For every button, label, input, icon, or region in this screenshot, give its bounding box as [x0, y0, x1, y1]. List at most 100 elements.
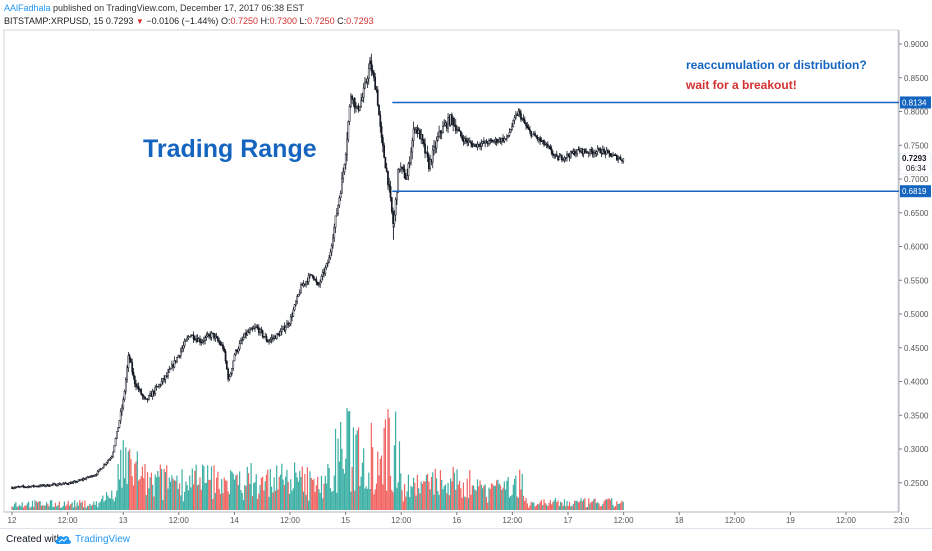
- candle-body: [546, 143, 549, 147]
- candle-body: [76, 481, 79, 483]
- candle-body: [384, 157, 387, 169]
- volume-bar: [606, 499, 608, 510]
- candle-body: [43, 484, 45, 487]
- volume-bar: [607, 498, 609, 510]
- volume-bar: [336, 492, 338, 510]
- candle-body: [306, 281, 309, 283]
- volume-bar: [401, 490, 403, 510]
- y-tick-label: 0.6500: [904, 209, 929, 218]
- candle-body: [403, 169, 406, 179]
- volume-bar: [613, 507, 615, 510]
- current-price-tag: [899, 152, 932, 175]
- volume-bar: [249, 483, 251, 510]
- candle-body: [172, 364, 174, 368]
- volume-bar: [278, 476, 280, 510]
- volume-bar: [12, 506, 14, 510]
- volume-bar: [364, 488, 366, 510]
- candle-body: [536, 137, 539, 140]
- volume-bar: [57, 505, 59, 510]
- candle-body: [503, 138, 506, 142]
- candle-body: [416, 127, 419, 134]
- candle-body: [373, 72, 375, 78]
- volume-bar: [481, 488, 484, 510]
- candle-body: [508, 132, 511, 136]
- candle-body: [46, 484, 49, 487]
- candle-body: [461, 135, 463, 140]
- volume-bar: [542, 505, 544, 510]
- tradingview-cloud-icon[interactable]: [54, 533, 72, 545]
- candle-body: [301, 284, 304, 286]
- candle-body: [479, 145, 481, 147]
- volume-bar: [461, 497, 463, 510]
- candle-body: [535, 135, 538, 138]
- volume-bar: [66, 504, 68, 510]
- x-tick-label: 23:0: [894, 516, 910, 525]
- candle-body: [35, 485, 38, 488]
- candle-body: [504, 138, 507, 140]
- author-link[interactable]: AAlFadhala: [4, 3, 51, 13]
- candle-body: [314, 279, 316, 281]
- volume-bar: [363, 448, 365, 510]
- volume-bar: [117, 464, 119, 510]
- volume-bar: [16, 506, 18, 510]
- volume-bar: [327, 463, 329, 510]
- volume-bar: [247, 473, 250, 510]
- volume-bar: [116, 490, 118, 510]
- volume-bar: [421, 483, 424, 510]
- candle-body: [135, 383, 137, 388]
- volume-bar: [506, 480, 508, 510]
- volume-bar: [396, 487, 398, 510]
- price-chart[interactable]: 0.9000 0.8500 0.8000 0.7500 0.7000 0.6500 0.60…: [0, 0, 932, 528]
- volume-bar: [572, 503, 574, 510]
- volume-bar: [81, 501, 83, 510]
- candle-body: [280, 328, 283, 332]
- candle-body: [578, 149, 581, 152]
- candle-body: [599, 148, 602, 154]
- symbol-label[interactable]: BITSTAMP:XRPUSD, 15: [4, 16, 104, 26]
- volume-bar: [342, 468, 344, 510]
- candle-body: [225, 360, 228, 370]
- volume-bar: [590, 501, 592, 510]
- candle-body: [118, 420, 121, 428]
- volume-bar: [45, 502, 48, 510]
- candle-body: [213, 332, 215, 339]
- candle-body: [215, 336, 218, 338]
- candle-body: [240, 340, 242, 344]
- volume-bar: [100, 499, 103, 510]
- volume-bar: [531, 502, 534, 510]
- candle-body: [389, 186, 392, 198]
- tradingview-brand-link[interactable]: TradingView: [75, 534, 131, 545]
- volume-bar: [184, 491, 186, 510]
- candle-body: [491, 140, 494, 143]
- candle-body: [604, 150, 607, 155]
- candle-body: [141, 394, 144, 397]
- volume-bar: [173, 480, 176, 510]
- volume-bar: [201, 464, 204, 510]
- volume-bar: [259, 484, 261, 510]
- volume-bar: [217, 471, 219, 510]
- volume-bar: [534, 506, 536, 510]
- candle-body: [257, 327, 260, 333]
- volume-bar: [598, 503, 600, 510]
- volume-bar: [323, 483, 325, 510]
- volume-bar: [423, 481, 425, 510]
- volume-bar: [576, 500, 578, 510]
- candle-body: [217, 337, 219, 342]
- volume-bar: [547, 505, 549, 510]
- volume-bar: [347, 411, 349, 510]
- volume-bar: [427, 473, 429, 510]
- candle-body: [63, 482, 66, 484]
- y-tick-label: 0.3500: [904, 411, 929, 420]
- candle-body: [465, 138, 467, 141]
- candle-body: [58, 483, 61, 485]
- volume-bar: [383, 427, 385, 510]
- candle-body: [573, 151, 576, 156]
- plot-area[interactable]: [3, 29, 899, 513]
- volume-bar: [393, 445, 395, 510]
- candle-body: [475, 143, 478, 148]
- candle-body: [17, 486, 20, 488]
- candle-body: [545, 143, 548, 146]
- volume-bar: [89, 503, 91, 510]
- volume-bar: [218, 488, 220, 510]
- volume-bar: [414, 482, 416, 510]
